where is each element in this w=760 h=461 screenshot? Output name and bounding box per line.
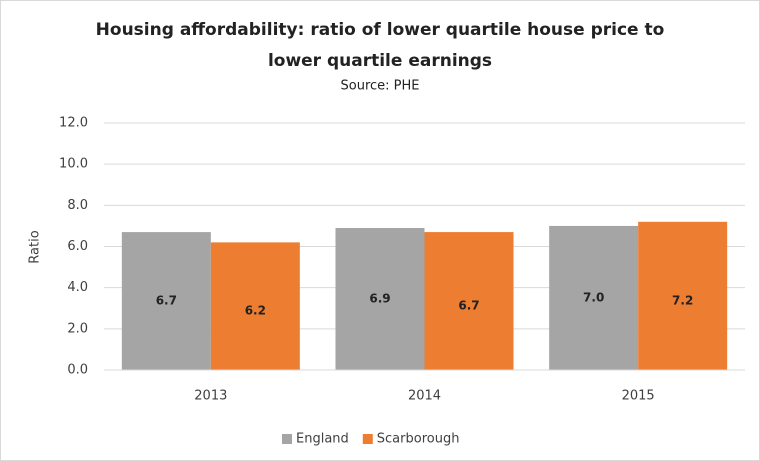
- y-axis-label: Ratio: [28, 230, 43, 263]
- y-tick-label: 0.0: [67, 363, 88, 378]
- y-tick-label: 12.0: [59, 116, 88, 131]
- y-tick-label: 10.0: [59, 157, 88, 172]
- x-tick-label: 2014: [408, 389, 441, 404]
- bar: [121, 232, 211, 370]
- chart-title: lower quartile earnings: [268, 51, 492, 71]
- legend-swatch: [362, 434, 373, 444]
- y-tick-label: 8.0: [67, 198, 88, 213]
- bar: [549, 225, 639, 370]
- data-label: 6.7: [458, 299, 479, 313]
- bar: [335, 227, 425, 370]
- data-label: 7.0: [583, 290, 604, 304]
- bar: [638, 221, 728, 370]
- bar: [210, 242, 300, 370]
- data-label: 6.9: [369, 291, 390, 305]
- x-tick-label: 2015: [622, 389, 655, 404]
- legend-swatch: [282, 434, 292, 444]
- y-tick-label: 6.0: [67, 239, 88, 254]
- chart-subtitle: Source: PHE: [341, 79, 420, 94]
- y-tick-label: 2.0: [67, 321, 88, 336]
- chart-title: Housing affordability: ratio of lower qu…: [96, 20, 665, 40]
- legend-label: Scarborough: [377, 432, 460, 447]
- data-label: 6.2: [245, 304, 266, 318]
- data-label: 6.7: [156, 294, 177, 308]
- legend-label: England: [296, 432, 349, 447]
- y-tick-label: 4.0: [67, 280, 88, 295]
- x-tick-label: 2013: [194, 389, 227, 404]
- bar: [424, 232, 514, 370]
- data-label: 7.2: [672, 293, 693, 307]
